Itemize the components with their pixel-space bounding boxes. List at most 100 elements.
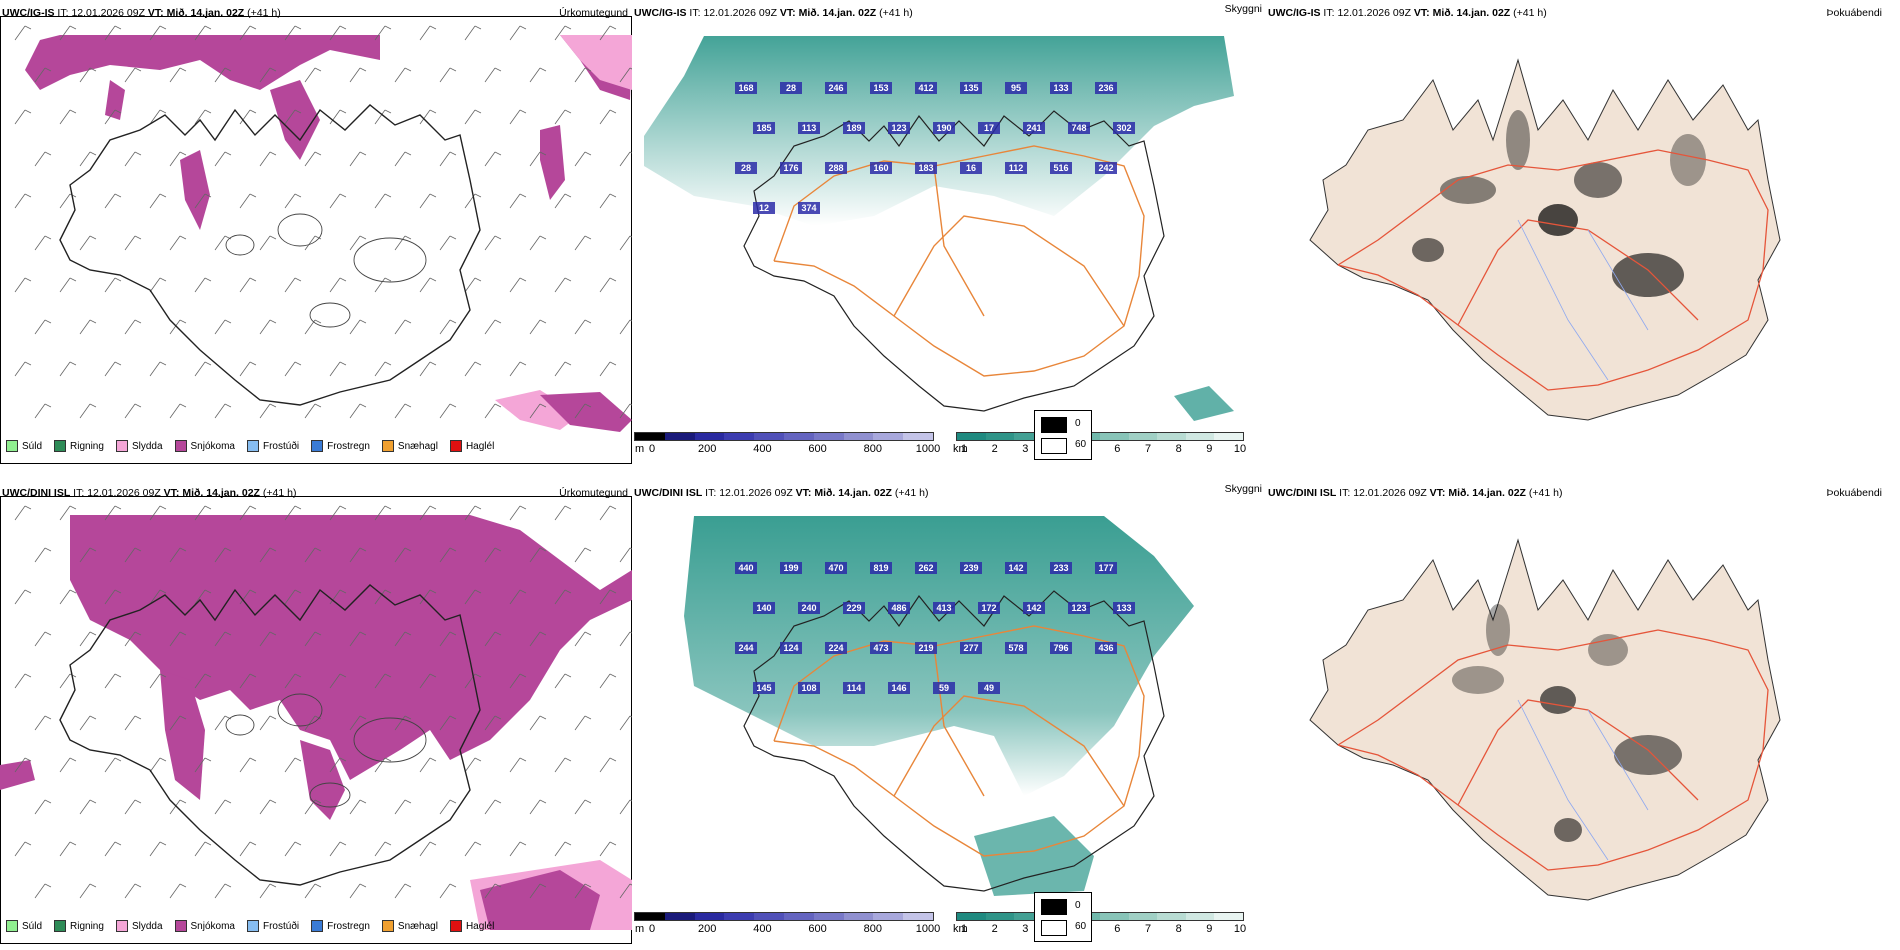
ceiling-cell	[933, 682, 955, 694]
colorbar-tick: 9	[1206, 443, 1213, 455]
wind-barb	[304, 715, 322, 731]
ceiling-cell	[1095, 82, 1117, 94]
wind-barb	[529, 235, 547, 251]
snow-area	[540, 392, 632, 432]
fog-key-swatch	[1041, 417, 1067, 433]
legend-label: Frostúði	[262, 920, 300, 932]
ceiling-label: 412	[918, 83, 933, 93]
visibility-unit: km	[953, 443, 968, 455]
wind-barb	[239, 193, 257, 209]
wind-barb	[304, 235, 322, 251]
ceiling-cell	[735, 162, 757, 174]
wind-barb	[59, 673, 77, 689]
legend-swatch	[246, 920, 259, 932]
ceiling-label: 142	[1026, 603, 1041, 613]
ceiling-label: 177	[1098, 563, 1113, 573]
fog-map	[1309, 538, 1781, 901]
ceiling-label: 160	[873, 163, 888, 173]
wind-barb	[214, 319, 232, 335]
wind-barb	[259, 799, 277, 815]
ceiling-cell	[888, 682, 910, 694]
road-network	[773, 145, 1145, 377]
wind-barb	[529, 67, 547, 83]
wind-barb	[34, 547, 52, 563]
colorbar-cell	[957, 433, 986, 440]
colorbar-cell	[694, 913, 725, 920]
wind-barb	[284, 193, 302, 209]
wind-barb	[59, 505, 77, 521]
wind-barb	[419, 841, 437, 857]
ceiling-label: 49	[984, 683, 994, 693]
legend-swatch	[311, 920, 324, 932]
wind-barb	[529, 883, 547, 899]
ceiling-cell	[798, 202, 820, 214]
colorbar-tick: 10	[1233, 923, 1247, 935]
colorbar-tick: 8	[1175, 443, 1182, 455]
wind-barb	[374, 109, 392, 125]
wind-barb	[484, 799, 502, 815]
colorbar-cell	[754, 913, 784, 920]
ceiling-label: 153	[873, 83, 888, 93]
wind-barb	[574, 799, 592, 815]
ceiling-unit: m	[635, 443, 645, 455]
wind-barb	[349, 319, 367, 335]
wind-barb	[349, 883, 367, 899]
ceiling-cell	[933, 122, 955, 134]
ceiling-labels: 168 28 246 153 412 135 95 133 236 185 113 189 123 190…	[735, 82, 1135, 214]
ceiling-cell	[915, 162, 937, 174]
ceiling-cell	[1095, 562, 1117, 574]
legend-swatch	[449, 920, 462, 932]
panel-header: UWC/DINI ISL IT: 12.01.2026 09Z VT: Mið.…	[1268, 486, 1562, 500]
fog-key-swatch	[1041, 920, 1067, 936]
wind-barb	[464, 757, 482, 773]
panel-header: UWC/IG-IS IT: 12.01.2026 09Z VT: Mið. 14…	[1268, 6, 1547, 20]
ceiling-label: 219	[918, 643, 933, 653]
wind-barb	[79, 319, 97, 335]
wind-barb	[439, 715, 457, 731]
colorbar-tick: 3	[1022, 443, 1029, 455]
colorbar-cell	[1157, 913, 1186, 920]
wind-barb	[194, 361, 212, 377]
legend-label: Slydda	[131, 920, 163, 932]
wind-barb	[394, 547, 412, 563]
colorbar-cell	[873, 433, 904, 440]
wind-barb	[529, 403, 547, 419]
rivers	[1517, 699, 1649, 861]
wind-barb	[509, 673, 527, 689]
colorbar-tick: 8	[1175, 923, 1182, 935]
wind-barb	[239, 109, 257, 125]
it-label: IT:	[73, 487, 85, 499]
legend-swatch	[6, 440, 18, 452]
ceiling-cell	[960, 162, 982, 174]
wind-barb	[169, 235, 187, 251]
vt-value: Mið. 14.jan. 02Z	[1448, 487, 1526, 499]
ceiling-cell	[780, 562, 802, 574]
ceiling-labels: 440 199 470 819 262 239 142 233 177 140 240 229 486 4…	[735, 562, 1135, 694]
legend-swatch	[449, 440, 462, 452]
legend-item: Frostúði	[246, 440, 299, 452]
wind-barb	[329, 505, 347, 521]
colorbar-tick: 7	[1144, 923, 1152, 935]
ceiling-label: 123	[1071, 603, 1086, 613]
colorbar-cell	[1128, 913, 1158, 920]
ceiling-label: 748	[1071, 123, 1086, 133]
colorbar-tick: 800	[863, 443, 882, 455]
legend-item: Haglél	[449, 440, 494, 452]
snow-area	[70, 515, 632, 780]
wind-barb	[34, 631, 52, 647]
ceiling-label: 239	[963, 563, 978, 573]
ceiling-label: 190	[936, 123, 951, 133]
wind-barb	[374, 361, 392, 377]
colorbar-tick: 6	[1114, 923, 1121, 935]
legend-label: Slydda	[131, 440, 163, 452]
it-label: IT:	[1323, 7, 1335, 19]
colorbar-cell	[813, 433, 844, 440]
wind-barb	[124, 319, 142, 335]
it-label: IT:	[1339, 487, 1351, 499]
wind-barb	[239, 589, 257, 605]
wind-barb	[599, 277, 617, 293]
colorbar-cell	[664, 433, 695, 440]
ceiling-label: 240	[801, 603, 816, 613]
snow-area	[0, 760, 35, 790]
legend-swatch	[381, 920, 394, 932]
